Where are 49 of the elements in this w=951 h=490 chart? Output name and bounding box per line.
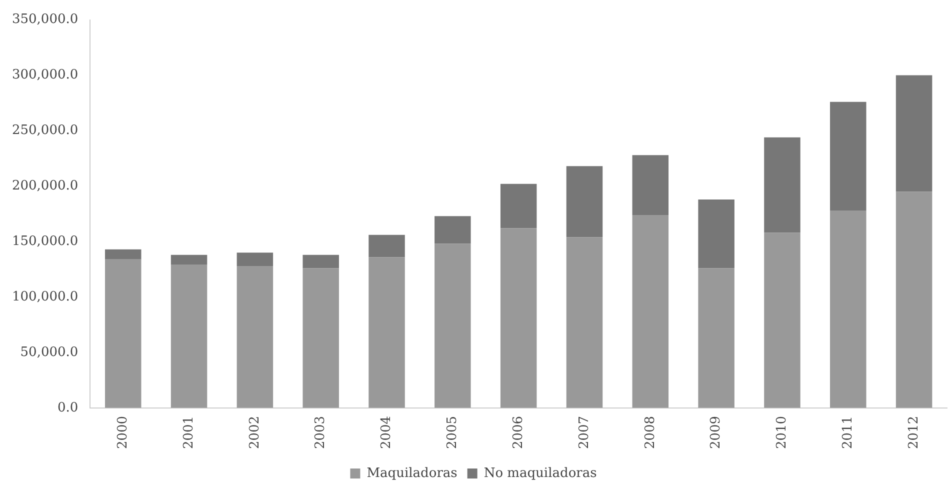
y-tick-label: 0.0 <box>57 400 78 416</box>
bar <box>698 199 734 268</box>
y-tick-label: 150,000.0 <box>12 234 78 249</box>
x-tick-label: 2005 <box>445 416 460 450</box>
bar <box>764 137 800 233</box>
x-tick-label: 2002 <box>247 416 262 450</box>
bar <box>236 252 274 266</box>
bar <box>566 237 603 408</box>
bar <box>434 244 471 408</box>
bar <box>500 184 537 228</box>
bar <box>302 254 339 268</box>
x-tick-label: 2003 <box>313 416 328 450</box>
bar <box>566 166 603 238</box>
x-tick-label: 2009 <box>708 416 724 450</box>
bar <box>632 214 669 408</box>
x-tick-label: 2008 <box>642 416 658 450</box>
bar <box>368 234 405 258</box>
x-tick-label: 2011 <box>840 416 856 450</box>
x-tick-label: 2007 <box>576 416 592 450</box>
y-tick-label: 200,000.0 <box>12 178 78 194</box>
y-tick-label: 300,000.0 <box>12 68 78 83</box>
bar <box>830 210 866 408</box>
x-tick-label: 2012 <box>906 416 922 450</box>
x-tick-label: 2006 <box>510 416 526 450</box>
bar <box>302 268 339 408</box>
y-tick-label: 50,000.0 <box>20 344 78 360</box>
bar <box>830 102 866 211</box>
bar <box>170 264 208 408</box>
bar <box>764 232 800 408</box>
legend-label: No maquiladoras <box>484 466 597 481</box>
bar <box>698 268 734 408</box>
bar <box>368 257 405 408</box>
x-tick-label: 2004 <box>379 416 394 450</box>
x-tick-label: 2001 <box>181 416 196 450</box>
bar <box>104 249 142 260</box>
legend-label: Maquiladoras <box>366 466 458 481</box>
bar <box>236 266 274 408</box>
x-tick-label: 2000 <box>115 416 130 450</box>
bar <box>434 216 471 244</box>
y-tick-label: 250,000.0 <box>12 123 78 138</box>
bar <box>896 75 932 192</box>
y-tick-label: 350,000.0 <box>12 12 78 28</box>
bar <box>896 192 932 408</box>
bar <box>500 228 537 408</box>
bar <box>170 254 208 265</box>
x-tick-label: 2010 <box>774 416 790 450</box>
bar <box>632 155 669 215</box>
bar <box>104 259 142 408</box>
y-tick-label: 100,000.0 <box>12 289 78 304</box>
